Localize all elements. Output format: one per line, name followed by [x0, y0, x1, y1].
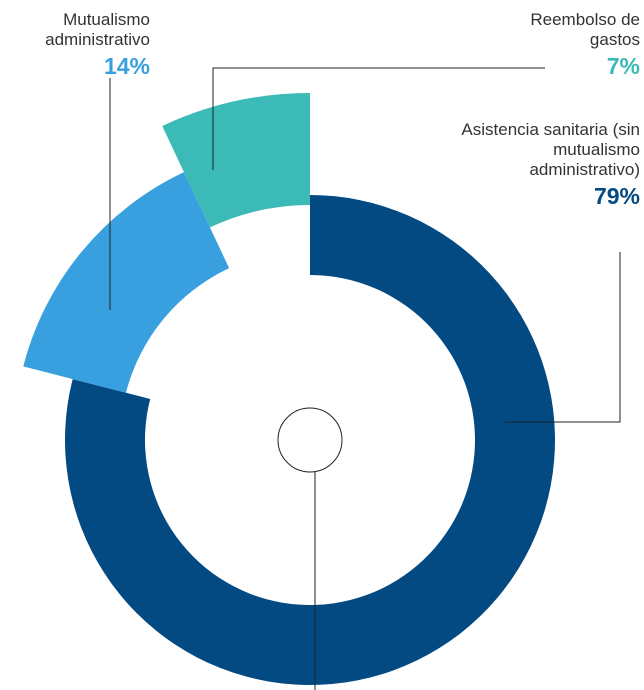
pie-segment [65, 195, 555, 685]
category-label: Asistencia sanitaria (sin mutualismo adm… [461, 120, 640, 179]
category-label: Reembolso de gastos [530, 10, 640, 49]
category-label: Mutualismo administrativo [45, 10, 150, 49]
leader-line [212, 67, 545, 170]
value-label: 7% [606, 53, 640, 79]
center-circle [277, 407, 343, 473]
segments [23, 93, 555, 685]
leader-lines [109, 67, 621, 690]
value-label: 79% [593, 183, 640, 209]
label: Mutualismo administrativo 14% [10, 10, 150, 80]
pie-segment [23, 172, 230, 393]
label: Reembolso de gastos 7% [520, 10, 640, 80]
label: Asistencia sanitaria (sin mutualismo adm… [455, 120, 640, 210]
pie-segment [162, 93, 310, 228]
leader-line [505, 252, 621, 423]
value-label: 14% [103, 53, 150, 79]
